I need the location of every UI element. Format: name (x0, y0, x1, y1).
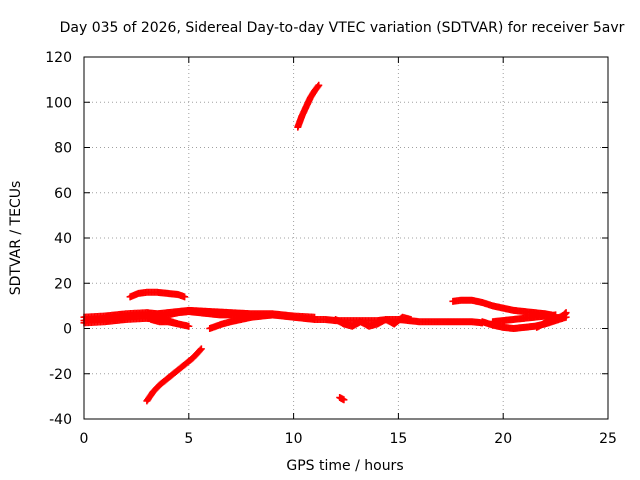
x-tick-label: 20 (494, 431, 512, 447)
data-point (185, 322, 193, 330)
track-low-rise (143, 345, 205, 405)
data-point (197, 345, 205, 353)
data-point (181, 293, 189, 301)
data-point (340, 396, 348, 404)
x-tick-label: 15 (389, 431, 407, 447)
y-tick-label: 60 (54, 186, 72, 202)
y-axis-label: SDTVAR / TECUs (8, 181, 24, 296)
data-point (552, 311, 560, 319)
x-tick-label: 25 (599, 431, 617, 447)
track-midday-dips (332, 313, 415, 330)
x-tick-label: 10 (285, 431, 303, 447)
track-early-dip (147, 315, 193, 330)
x-axis-label: GPS time / hours (286, 458, 403, 474)
y-tick-label: -20 (49, 367, 72, 383)
grid-lines (84, 57, 608, 419)
data-point (269, 311, 277, 319)
x-tick-label: 5 (184, 431, 193, 447)
plot-frame (83, 56, 609, 420)
y-tick-label: -40 (49, 412, 72, 428)
y-tick-label: 40 (54, 231, 72, 247)
track-late-return (489, 311, 560, 326)
data-point (407, 315, 415, 323)
y-tick-label: 100 (45, 95, 72, 111)
chart-title: Day 035 of 2026, Sidereal Day-to-day VTE… (60, 20, 625, 36)
data-point (315, 81, 323, 89)
track-late-morning-rise (206, 311, 277, 332)
data-series (80, 81, 570, 405)
y-tick-label: 120 (45, 50, 72, 66)
data-point (314, 82, 322, 90)
data-point (562, 309, 570, 317)
track-low-blip (336, 394, 348, 404)
x-tick-label: 0 (80, 431, 89, 447)
data-point (311, 313, 319, 321)
y-tick-label: 20 (54, 276, 72, 292)
track-early-arc (126, 288, 189, 301)
axis-ticks: 0 5 10 15 20 25 -40 -20 0 20 40 60 80 100 120 (45, 50, 617, 447)
y-tick-label: 0 (63, 322, 72, 338)
y-tick-label: 80 (54, 141, 72, 157)
track-high-arc (294, 81, 323, 131)
data-point (196, 346, 204, 354)
